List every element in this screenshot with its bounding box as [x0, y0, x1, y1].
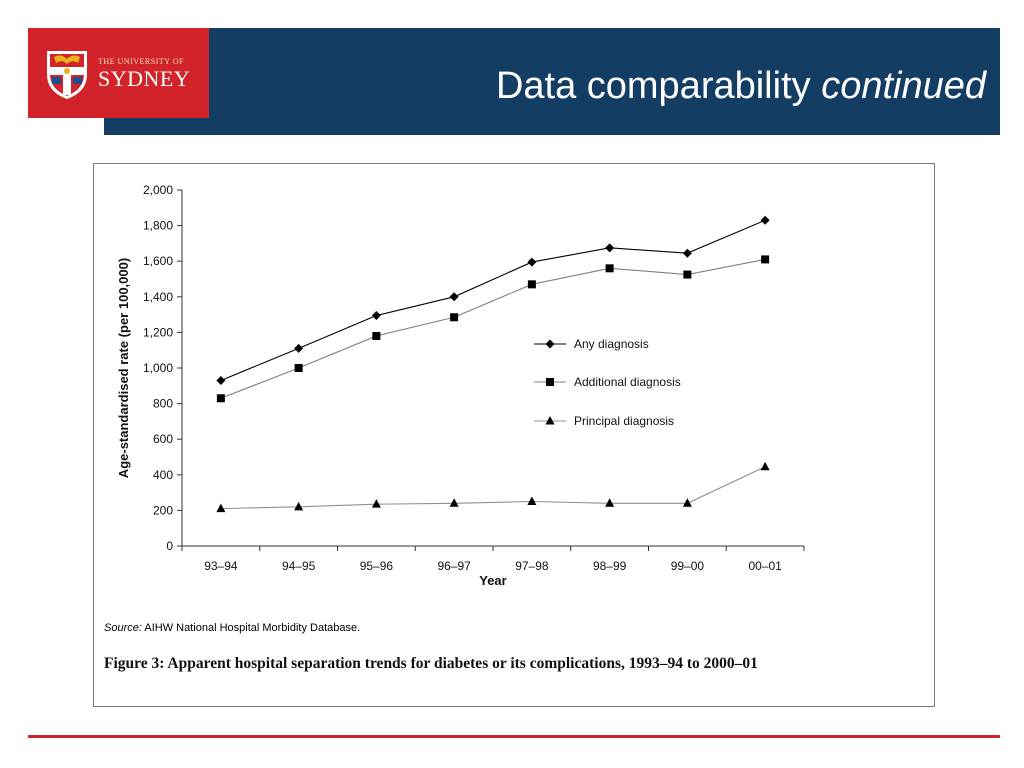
data-point-principal-diagnosis	[294, 501, 304, 511]
data-point-additional-diagnosis	[450, 313, 459, 322]
figure-frame: 0 200 400 600 800 1,000 1,200 1,400 1,600 1,800 2,…	[93, 163, 935, 707]
data-point-additional-diagnosis	[372, 331, 381, 340]
legend-marker-additional-diagnosis	[546, 378, 554, 386]
data-point-any-diagnosis	[371, 310, 381, 320]
x-tick-label: 95–96	[360, 559, 394, 573]
y-tick-label: 1,800	[143, 219, 173, 233]
data-point-any-diagnosis	[605, 243, 615, 253]
y-axis-title: Age-standardised rate (per 100,000)	[116, 258, 131, 478]
data-point-any-diagnosis	[682, 248, 692, 258]
slide-title-italic: continued	[821, 65, 986, 107]
y-tick-label: 800	[153, 397, 173, 411]
data-point-any-diagnosis	[449, 292, 459, 302]
x-tick-label: 96–97	[437, 559, 471, 573]
data-point-additional-diagnosis	[527, 280, 536, 289]
y-tick-label: 1,400	[143, 290, 173, 304]
data-point-principal-diagnosis	[449, 498, 459, 507]
logo-text-large: SYDNEY	[98, 66, 191, 91]
x-tick-label: 97–98	[515, 559, 549, 573]
y-tick-label: 200	[153, 503, 173, 517]
legend-label-additional-diagnosis: Additional diagnosis	[574, 375, 681, 389]
data-point-additional-diagnosis	[294, 364, 303, 372]
data-point-additional-diagnosis	[683, 270, 692, 279]
legend-marker-principal-diagnosis	[545, 416, 555, 425]
data-point-principal-diagnosis	[371, 499, 381, 508]
figure-caption: Figure 3: Apparent hospital separation t…	[104, 655, 758, 672]
y-tick-label: 1,200	[143, 325, 173, 339]
data-point-any-diagnosis	[294, 343, 304, 353]
data-point-principal-diagnosis	[760, 461, 770, 471]
y-tick-label: 1,600	[143, 254, 173, 268]
y-tick-label: 2,000	[143, 183, 173, 197]
legend-label-principal-diagnosis: Principal diagnosis	[574, 414, 674, 428]
y-tick-label: 400	[153, 468, 173, 482]
source-label: Source:	[104, 622, 142, 634]
header-bar	[104, 28, 1000, 135]
x-tick-label: 99–00	[671, 559, 705, 573]
data-point-principal-diagnosis	[527, 496, 537, 505]
data-point-any-diagnosis	[527, 257, 537, 267]
figure-source: Source: AIHW National Hospital Morbidity…	[104, 622, 360, 634]
source-text: AIHW National Hospital Morbidity Databas…	[144, 622, 361, 634]
legend-marker-any-diagnosis	[545, 339, 555, 349]
data-point-any-diagnosis	[216, 375, 226, 385]
data-point-any-diagnosis	[760, 215, 770, 225]
data-point-principal-diagnosis	[682, 498, 692, 507]
logo-text-small: THE UNIVERSITY OF	[98, 57, 184, 66]
y-tick-label: 600	[153, 432, 173, 446]
slide-title-main: Data comparability	[495, 65, 811, 107]
series-line-principal-diagnosis	[220, 466, 766, 510]
data-point-principal-diagnosis	[605, 498, 615, 507]
line-chart: 0 200 400 600 800 1,000 1,200 1,400 1,600 1,800 2,…	[116, 183, 805, 588]
data-point-additional-diagnosis	[605, 264, 614, 273]
footer-rule	[28, 735, 1000, 738]
x-tick-label: 94–95	[282, 559, 316, 573]
data-point-additional-diagnosis	[761, 255, 770, 264]
x-axis-title: Year	[479, 573, 506, 588]
university-crest-icon	[47, 51, 87, 99]
data-point-principal-diagnosis	[216, 503, 226, 513]
x-tick-label: 93–94	[204, 559, 238, 573]
legend-label-any-diagnosis: Any diagnosis	[574, 337, 649, 351]
y-tick-label: 1,000	[143, 361, 173, 375]
x-tick-label: 00–01	[748, 559, 782, 573]
data-point-additional-diagnosis	[216, 394, 225, 403]
series-line-any-diagnosis	[220, 219, 766, 381]
university-logo: THE UNIVERSITY OF SYDNEY	[28, 28, 209, 118]
x-tick-label: 98–99	[593, 559, 627, 573]
series-line-additional-diagnosis	[220, 258, 766, 399]
y-tick-label: 0	[166, 539, 173, 553]
slide-title: Data comparability continued	[496, 64, 986, 108]
